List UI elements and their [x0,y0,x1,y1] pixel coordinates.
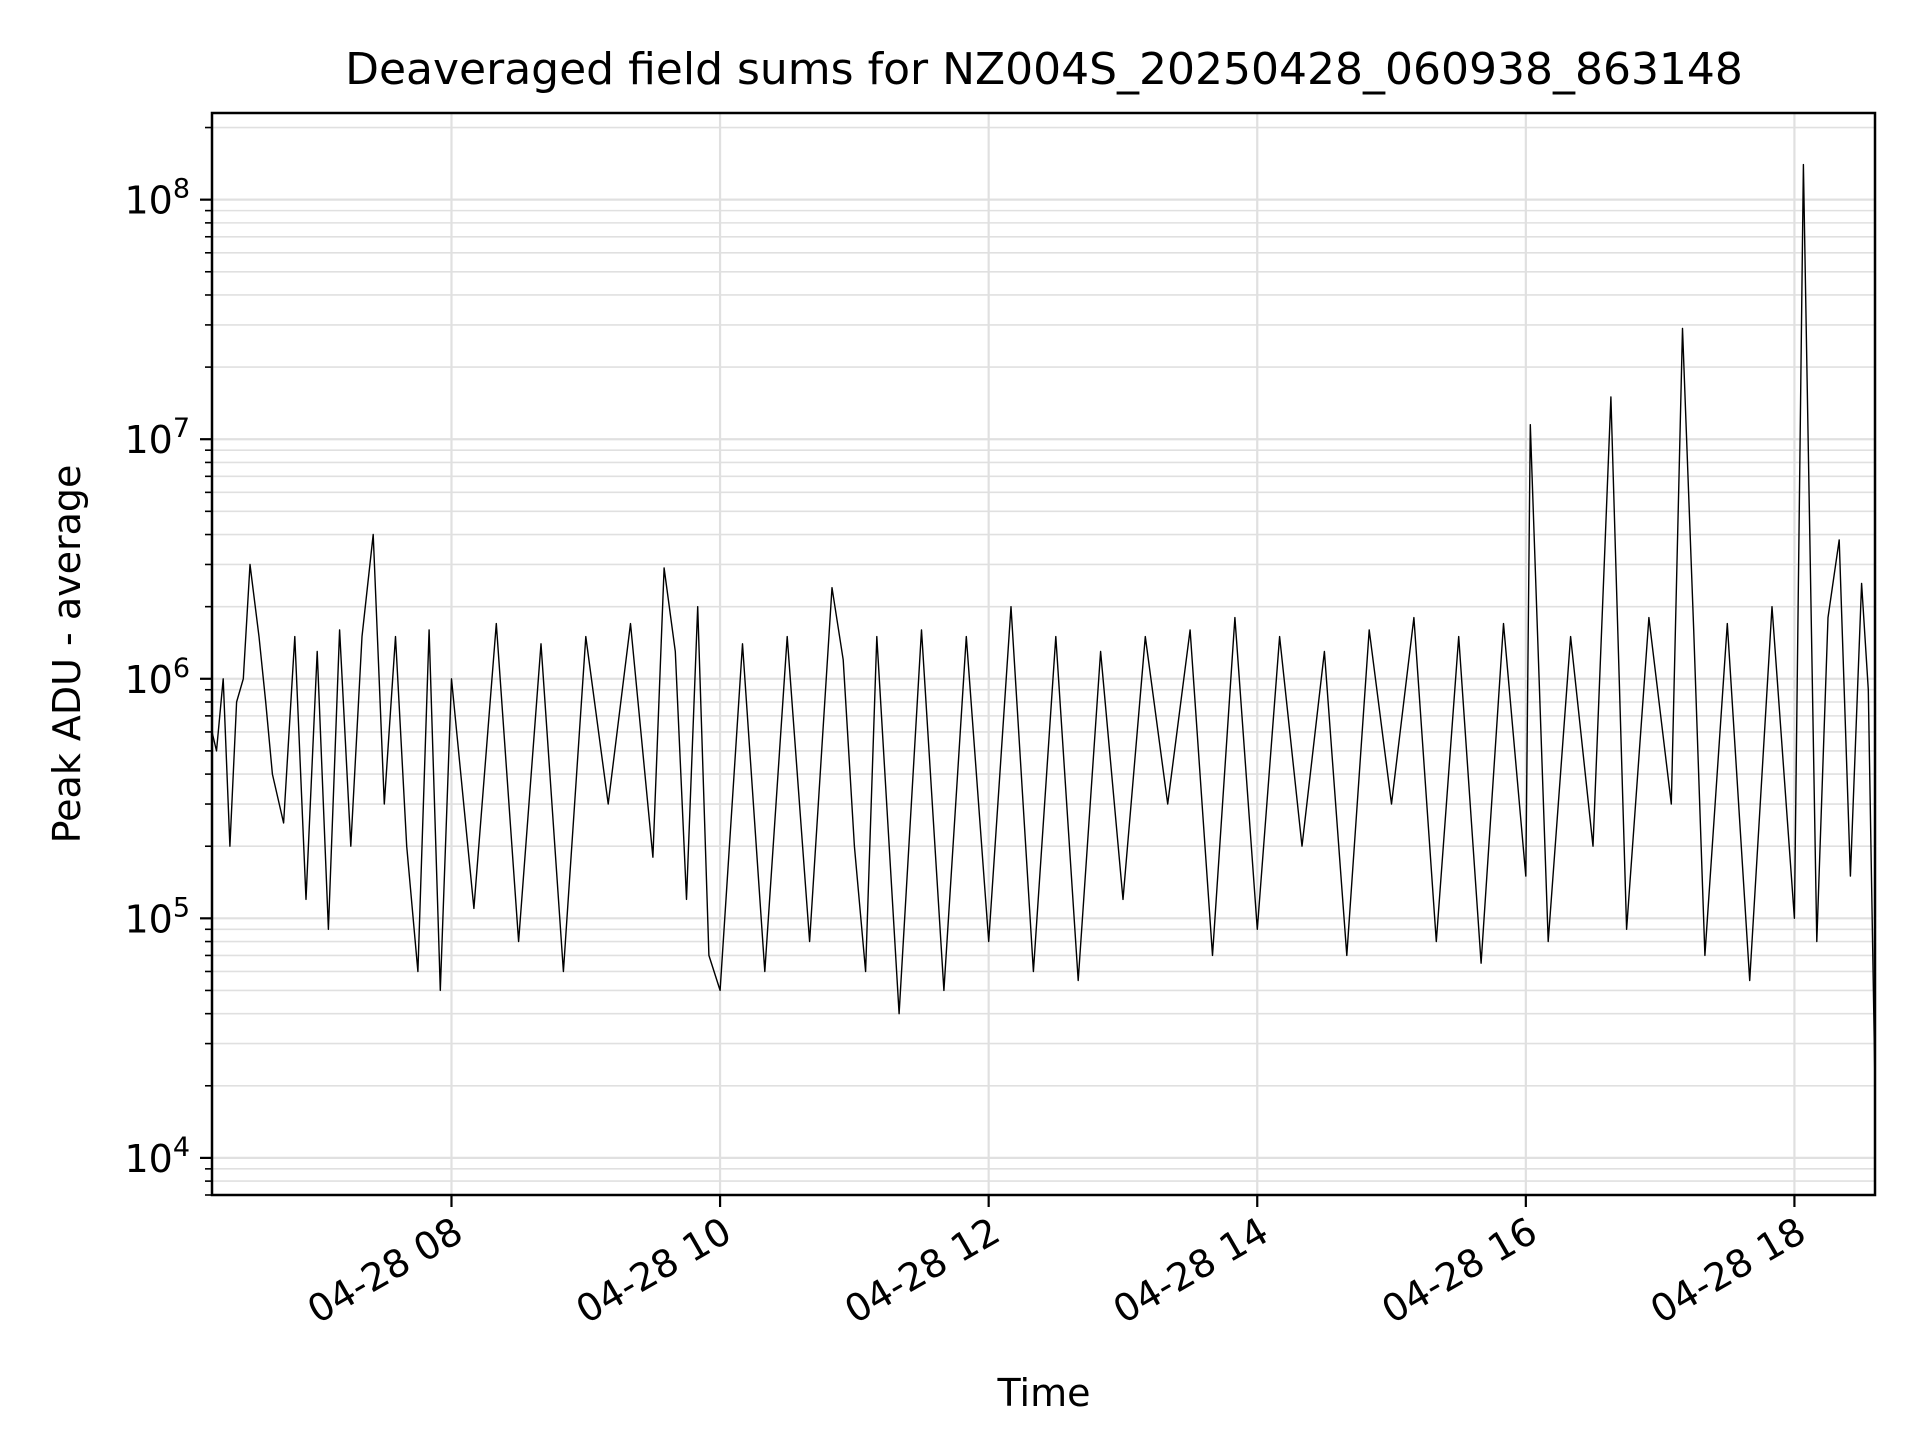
plot-frame [210,111,1877,1197]
y-axis-label: Peak ADU - average [45,465,89,844]
y-tick-layer: 104 105 106 107 108 [124,126,212,1196]
grid-layer [212,113,1875,1196]
y-tick-label: 105 [124,892,190,941]
x-axis-label: Time [997,1371,1091,1415]
y-tick-label: 104 [124,1132,190,1181]
chart-title: Deaveraged field sums for NZ004S_2025042… [345,44,1743,95]
series-layer [211,163,1876,1086]
y-tick-label: 106 [124,653,190,702]
y-tick-label: 108 [124,174,190,223]
series-line [211,163,1876,1086]
y-tick-label: 107 [124,413,190,462]
